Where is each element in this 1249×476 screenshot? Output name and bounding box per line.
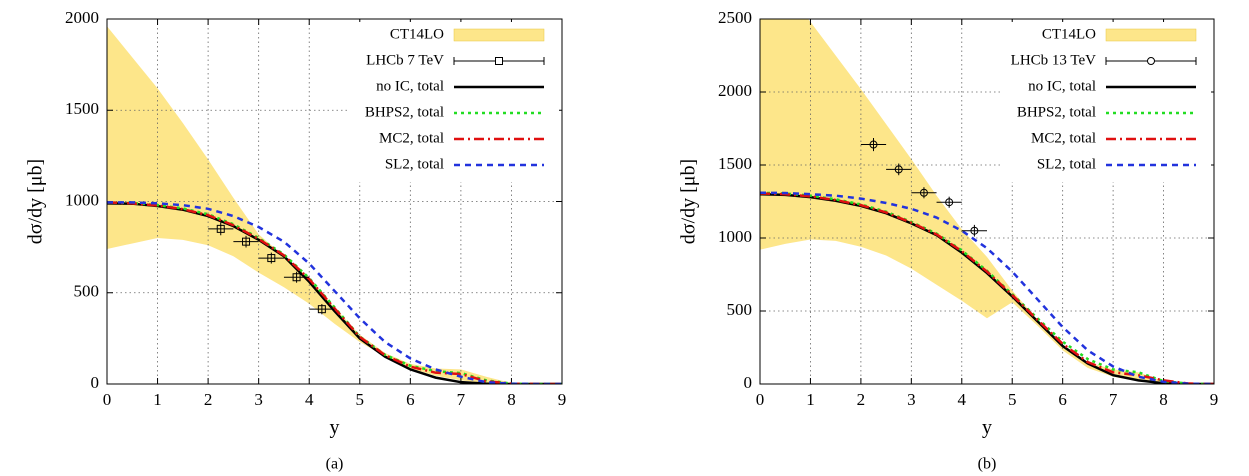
y-axis-label: dσ/dy [μb]: [25, 159, 47, 244]
caption: (b): [978, 456, 997, 473]
legend-label: MC2, total: [1031, 130, 1096, 146]
legend-label: no IC, total: [1028, 78, 1096, 94]
data-point: [970, 226, 979, 235]
legend-label: BHPS2, total: [1017, 104, 1096, 120]
y-tick-label: 2000: [718, 81, 752, 100]
legend-swatch: [495, 57, 503, 65]
caption: (a): [326, 456, 344, 473]
legend-label: SL2, total: [1037, 156, 1096, 172]
x-tick-label: 7: [457, 390, 466, 409]
x-tick-label: 9: [558, 390, 567, 409]
legend-label: LHCb 13 TeV: [1011, 52, 1097, 68]
legend-label: CT14LO: [1042, 26, 1096, 42]
data-point: [216, 224, 225, 233]
y-tick-label: 500: [74, 282, 100, 301]
x-axis-label: y: [982, 417, 992, 439]
data-point: [919, 188, 928, 197]
x-tick-label: 1: [806, 390, 815, 409]
legend-label: SL2, total: [385, 156, 444, 172]
legend-label: CT14LO: [390, 26, 444, 42]
data-point: [242, 237, 251, 246]
legend-bg: [349, 22, 559, 182]
x-tick-label: 4: [958, 390, 967, 409]
data-point: [945, 198, 954, 207]
plot-frame: [106, 18, 563, 385]
y-tick-label: 2000: [65, 8, 99, 27]
data-point: [292, 273, 301, 282]
y-axis-label: dσ/dy [μb]: [678, 159, 700, 244]
legend-label: LHCb 7 TeV: [366, 52, 444, 68]
x-tick-label: 1: [153, 390, 162, 409]
data-point: [869, 140, 878, 149]
x-tick-label: 4: [305, 390, 314, 409]
x-tick-label: 5: [356, 390, 365, 409]
legend-swatch: [1105, 28, 1197, 42]
curves: [760, 191, 1214, 384]
x-tick-label: 2: [204, 390, 213, 409]
y-tick-label: 0: [744, 373, 753, 392]
x-tick-label: 3: [907, 390, 916, 409]
x-tick-label: 3: [254, 390, 263, 409]
x-tick-label: 6: [1058, 390, 1067, 409]
x-tick-label: 8: [1159, 390, 1168, 409]
x-axis-label: y: [330, 417, 340, 439]
x-tick-label: 8: [507, 390, 516, 409]
y-tick-label: 500: [727, 300, 753, 319]
x-tick-label: 7: [1109, 390, 1118, 409]
legend-bg: [1001, 22, 1211, 182]
data-point: [267, 254, 276, 263]
y-tick-label: 0: [91, 373, 100, 392]
legend-label: MC2, total: [379, 130, 444, 146]
legend-swatch: [1147, 57, 1155, 65]
uncertainty-band: [760, 19, 1214, 384]
x-tick-label: 6: [406, 390, 415, 409]
y-tick-label: 1000: [718, 227, 752, 246]
y-tick-label: 2500: [718, 8, 752, 27]
legend-label: BHPS2, total: [365, 104, 444, 120]
x-tick-label: 5: [1008, 390, 1017, 409]
curve: [107, 201, 562, 384]
x-tick-label: 0: [103, 390, 112, 409]
data-point: [317, 305, 326, 314]
legend-swatch: [453, 28, 545, 42]
x-tick-label: 2: [857, 390, 866, 409]
y-tick-label: 1500: [718, 154, 752, 173]
plot-area: [760, 19, 1214, 384]
curve: [107, 201, 562, 384]
curve: [760, 192, 1214, 384]
x-tick-label: 9: [1210, 390, 1219, 409]
x-tick-label: 0: [756, 390, 765, 409]
plot-frame: [759, 18, 1215, 385]
legend-label: no IC, total: [376, 78, 444, 94]
y-tick-label: 1000: [65, 190, 99, 209]
data-point: [894, 165, 903, 174]
y-tick-label: 1500: [65, 99, 99, 118]
